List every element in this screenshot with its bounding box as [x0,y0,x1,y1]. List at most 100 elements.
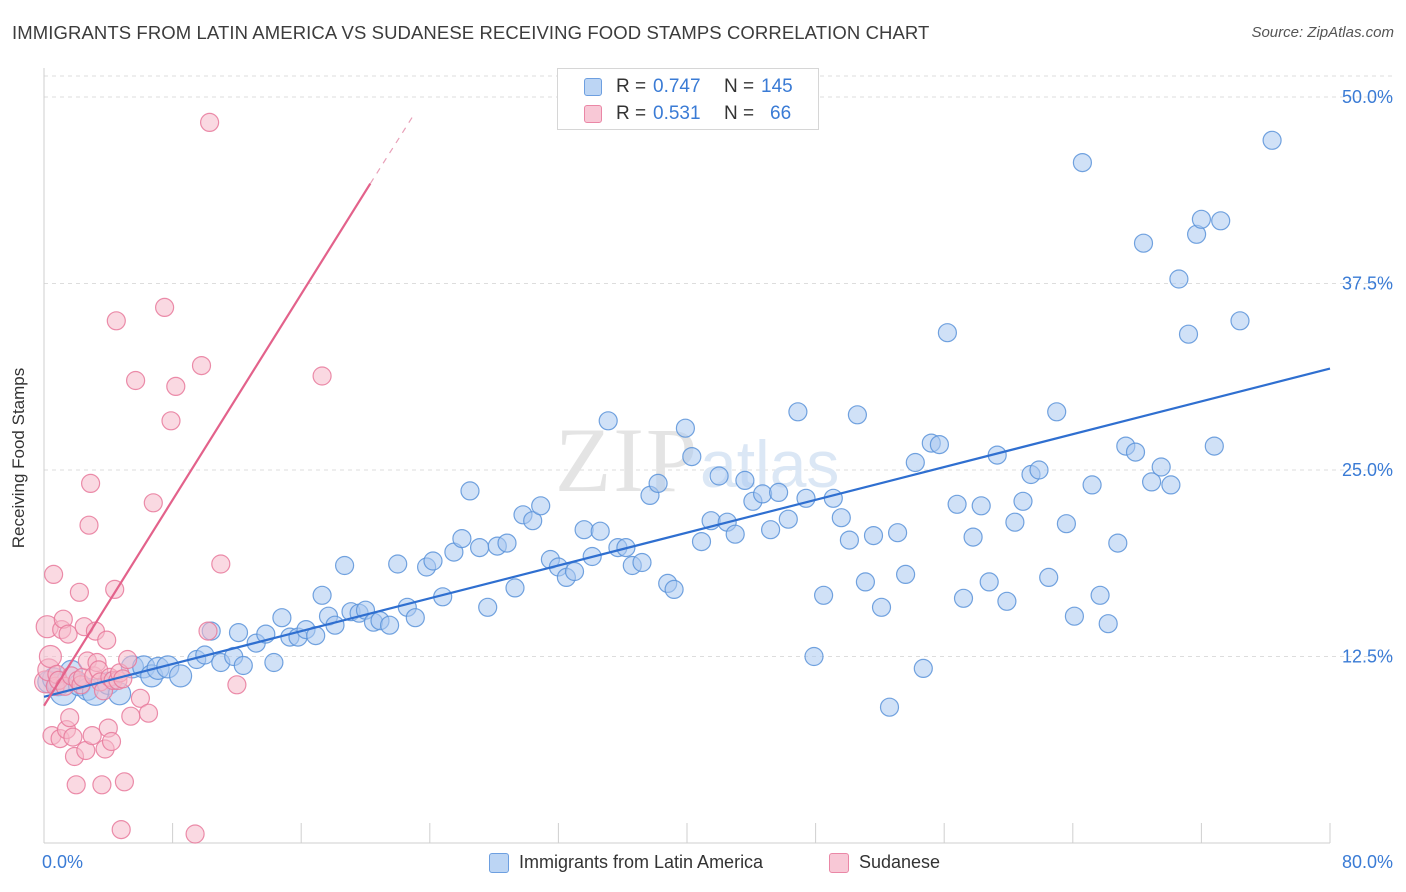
point-sudanese [69,582,90,602]
point-latin-america [478,597,498,617]
y-tick-labels: 12.5% 25.0% 37.5% 50.0% [1342,87,1393,667]
point-latin-america [1039,567,1059,588]
point-latin-america [788,402,808,422]
point-latin-america [831,508,851,528]
y-tick-label: 12.5% [1342,647,1393,667]
point-sudanese [43,564,64,585]
point-sudanese [185,824,205,844]
point-latin-america [1064,606,1085,626]
point-latin-america [1178,324,1199,344]
point-latin-america [228,622,249,643]
legend-swatch-blue [584,78,602,96]
point-latin-america [312,585,332,605]
point-latin-america [913,658,933,679]
point-latin-america [847,405,868,425]
point-sudanese [166,376,186,396]
point-latin-america [1090,585,1110,605]
point-latin-america [1047,402,1067,422]
legend-swatch-blue [489,852,509,873]
series-legend: Immigrants from Latin America Sudanese [0,852,1406,878]
point-latin-america [871,597,892,617]
point-latin-america [1191,209,1212,229]
point-sudanese [66,775,86,795]
point-latin-america [1169,269,1189,289]
point-latin-america [405,608,425,628]
point-latin-america [1098,614,1118,634]
chart-title: IMMIGRANTS FROM LATIN AMERICA VS SUDANES… [12,22,930,43]
point-sudanese [155,297,175,317]
point-latin-america [1082,475,1102,495]
correlation-legend: R = 0.747 N = 145 R = 0.531 N = 66 [557,68,819,130]
y-tick-label: 50.0% [1342,87,1393,107]
point-latin-america [929,435,950,455]
point-sudanese [191,356,212,376]
point-latin-america [760,520,781,540]
point-sudanese [92,775,112,795]
point-sudanese [114,772,135,792]
point-latin-america [452,528,472,549]
legend-n-label: N = [724,76,755,97]
point-latin-america [905,452,925,473]
legend-row-sudanese: R = 0.531 N = 66 [558,101,820,127]
point-sudanese [106,311,126,331]
point-latin-america [895,564,916,585]
point-latin-america [879,697,900,717]
point-sudanese [111,819,131,840]
point-latin-america [778,509,798,529]
legend-label-latin-america: Immigrants from Latin America [519,852,764,872]
source-label: Source: ZipAtlas.com [1251,24,1394,41]
point-sudanese [63,727,83,747]
point-latin-america [335,555,355,576]
point-latin-america [1108,533,1128,553]
point-latin-america [823,488,843,508]
point-sudanese [60,708,80,728]
point-sudanese [58,624,78,644]
point-latin-america [574,520,594,540]
point-latin-america [804,646,824,667]
legend-item-sudanese: Sudanese [829,852,940,873]
point-latin-america [1133,233,1154,253]
point-latin-america [691,531,712,552]
trendline-sudanese-extension [369,114,415,184]
point-latin-america [648,473,668,493]
point-latin-america [971,496,991,516]
point-latin-america [1029,460,1049,480]
point-sudanese [198,621,218,641]
point-latin-america [725,524,745,544]
legend-r-value: 0.531 [653,103,701,124]
data-points [33,112,1282,844]
legend-swatch-pink [829,852,849,873]
point-latin-america [388,554,408,574]
point-latin-america [839,530,860,550]
point-sudanese [138,703,159,723]
point-latin-america [979,572,999,592]
point-sudanese [38,644,63,669]
point-latin-america [564,561,585,582]
point-sudanese [97,630,117,650]
point-sudanese [161,411,181,431]
point-latin-america [664,579,684,600]
watermark-zip: ZIP [555,409,699,511]
legend-item-latin-america: Immigrants from Latin America [489,852,763,873]
legend-r-value: 0.747 [653,76,701,97]
point-latin-america [937,323,958,343]
point-latin-america [523,511,543,531]
point-latin-america [863,525,884,546]
point-latin-america [855,572,876,592]
legend-r-label: R = [616,76,647,97]
point-latin-america [709,466,729,486]
point-latin-america [1005,512,1025,532]
point-sudanese [79,515,99,535]
point-latin-america [1125,442,1146,462]
point-latin-america [470,537,490,558]
point-latin-america [768,482,789,502]
point-latin-america [423,551,443,571]
trendline-sudanese [43,182,372,707]
point-sudanese [101,731,122,752]
point-latin-america [233,655,253,676]
point-latin-america [675,418,696,438]
point-sudanese [126,370,146,391]
gridlines [44,75,1392,657]
point-sudanese [227,675,247,695]
